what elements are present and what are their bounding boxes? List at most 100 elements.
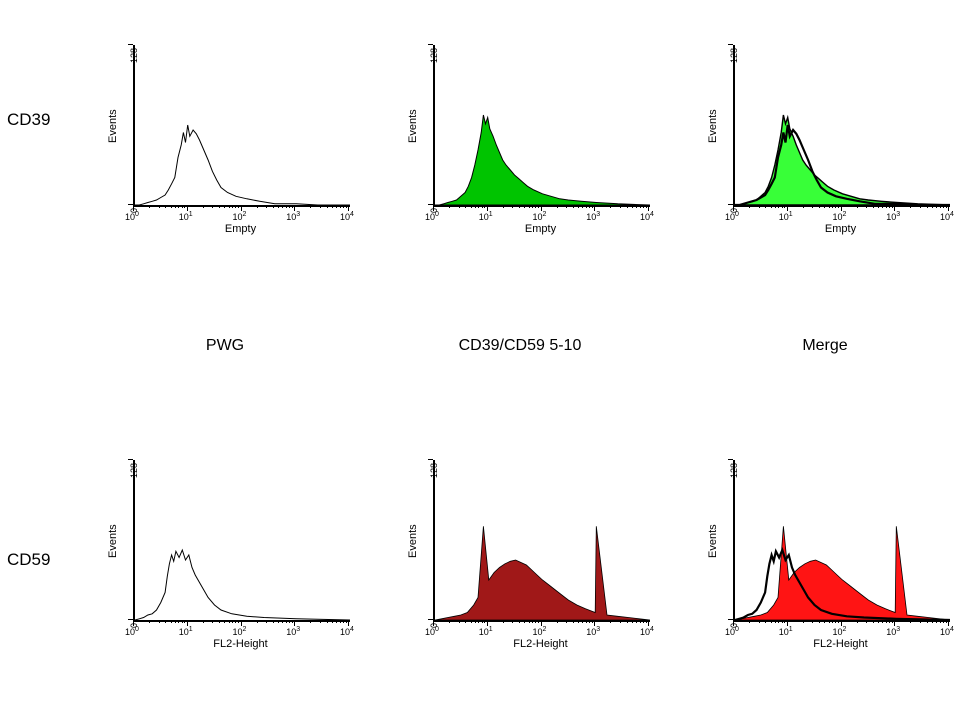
x-minor-tick bbox=[627, 205, 628, 208]
x-minor-tick bbox=[532, 620, 533, 623]
x-minor-tick bbox=[632, 205, 633, 208]
x-minor-tick bbox=[835, 620, 836, 623]
x-minor-tick bbox=[620, 205, 621, 208]
x-minor-tick bbox=[289, 205, 290, 208]
x-minor-tick bbox=[646, 620, 647, 623]
x-minor-tick bbox=[759, 620, 760, 623]
x-minor-tick bbox=[475, 620, 476, 623]
x-minor-tick bbox=[346, 620, 347, 623]
x-minor-tick bbox=[643, 620, 644, 623]
x-minor-tick bbox=[557, 205, 558, 208]
x-minor-tick bbox=[857, 205, 858, 208]
histogram-panel: Events0128100101102103104Empty bbox=[388, 25, 658, 245]
x-minor-tick bbox=[184, 205, 185, 208]
y-axis-label: Events bbox=[107, 109, 119, 143]
x-tick-label: 102 bbox=[533, 626, 547, 637]
x-minor-tick bbox=[586, 620, 587, 623]
y-tick-mark bbox=[428, 44, 433, 45]
x-axis-label: Empty bbox=[733, 223, 948, 235]
plot-area bbox=[133, 45, 350, 207]
x-tick-label: 104 bbox=[640, 626, 654, 637]
col-label-merge: Merge bbox=[775, 337, 875, 355]
x-minor-tick bbox=[910, 620, 911, 623]
x-minor-tick bbox=[512, 205, 513, 208]
x-minor-tick bbox=[171, 620, 172, 623]
x-minor-tick bbox=[310, 205, 311, 208]
x-axis-label: Empty bbox=[133, 223, 348, 235]
x-minor-tick bbox=[232, 620, 233, 623]
x-minor-tick bbox=[819, 205, 820, 208]
x-minor-tick bbox=[778, 205, 779, 208]
x-minor-tick bbox=[235, 205, 236, 208]
x-minor-tick bbox=[765, 620, 766, 623]
x-minor-tick bbox=[589, 205, 590, 208]
x-minor-tick bbox=[524, 205, 525, 208]
x-minor-tick bbox=[535, 205, 536, 208]
x-tick-label: 104 bbox=[940, 211, 954, 222]
x-minor-tick bbox=[932, 620, 933, 623]
x-minor-tick bbox=[159, 620, 160, 623]
x-minor-tick bbox=[232, 205, 233, 208]
x-axis-label: FL2-Height bbox=[733, 638, 948, 650]
x-minor-tick bbox=[519, 205, 520, 208]
x-minor-tick bbox=[273, 205, 274, 208]
x-minor-tick bbox=[943, 205, 944, 208]
x-tick-label: 102 bbox=[533, 211, 547, 222]
x-minor-tick bbox=[878, 620, 879, 623]
x-minor-tick bbox=[803, 620, 804, 623]
y-axis-label: Events bbox=[407, 109, 419, 143]
x-minor-tick bbox=[936, 620, 937, 623]
x-minor-tick bbox=[835, 205, 836, 208]
x-minor-tick bbox=[582, 620, 583, 623]
x-tick-label: 103 bbox=[886, 211, 900, 222]
x-minor-tick bbox=[857, 620, 858, 623]
x-tick-label: 102 bbox=[833, 626, 847, 637]
x-minor-tick bbox=[278, 205, 279, 208]
x-tick-label: 100 bbox=[425, 211, 439, 222]
histogram-panel: Events0128100101102103104FL2-Height bbox=[88, 440, 358, 660]
x-minor-tick bbox=[282, 620, 283, 623]
x-minor-tick bbox=[524, 620, 525, 623]
x-minor-tick bbox=[589, 620, 590, 623]
x-minor-tick bbox=[178, 205, 179, 208]
x-tick-label: 101 bbox=[479, 626, 493, 637]
x-minor-tick bbox=[578, 620, 579, 623]
x-tick-label: 101 bbox=[779, 211, 793, 222]
x-tick-label: 104 bbox=[340, 211, 354, 222]
x-tick-label: 100 bbox=[725, 211, 739, 222]
x-minor-tick bbox=[620, 620, 621, 623]
x-tick-label: 104 bbox=[940, 626, 954, 637]
x-minor-tick bbox=[238, 205, 239, 208]
x-minor-tick bbox=[812, 205, 813, 208]
x-tick-label: 103 bbox=[286, 211, 300, 222]
x-minor-tick bbox=[224, 620, 225, 623]
plot-area bbox=[433, 460, 650, 622]
x-minor-tick bbox=[343, 205, 344, 208]
x-minor-tick bbox=[278, 620, 279, 623]
x-minor-tick bbox=[327, 205, 328, 208]
x-minor-tick bbox=[610, 620, 611, 623]
x-minor-tick bbox=[646, 205, 647, 208]
y-tick-mark bbox=[428, 459, 433, 460]
x-tick-label: 103 bbox=[586, 626, 600, 637]
x-minor-tick bbox=[832, 205, 833, 208]
x-minor-tick bbox=[184, 620, 185, 623]
x-tick-label: 102 bbox=[833, 211, 847, 222]
x-tick-label: 103 bbox=[286, 626, 300, 637]
x-minor-tick bbox=[910, 205, 911, 208]
x-minor-tick bbox=[771, 205, 772, 208]
y-tick-label: 128 bbox=[129, 463, 139, 478]
x-minor-tick bbox=[332, 620, 333, 623]
x-minor-tick bbox=[165, 620, 166, 623]
x-tick-label: 101 bbox=[779, 626, 793, 637]
x-minor-tick bbox=[175, 205, 176, 208]
x-minor-tick bbox=[765, 205, 766, 208]
x-minor-tick bbox=[557, 620, 558, 623]
x-tick-label: 100 bbox=[425, 626, 439, 637]
x-minor-tick bbox=[165, 205, 166, 208]
x-minor-tick bbox=[940, 205, 941, 208]
x-minor-tick bbox=[292, 205, 293, 208]
y-axis-label: Events bbox=[407, 524, 419, 558]
x-minor-tick bbox=[478, 205, 479, 208]
x-minor-tick bbox=[632, 620, 633, 623]
